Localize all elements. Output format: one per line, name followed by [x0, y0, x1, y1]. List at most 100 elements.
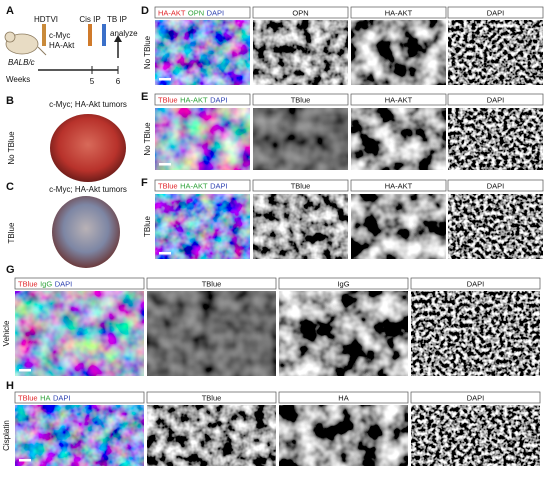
scale-bar: [159, 163, 171, 166]
channel-image: [351, 108, 446, 170]
header-part: TBlue: [158, 182, 178, 191]
row-label: Cisplatin: [2, 420, 11, 451]
row-label: No TBlue: [7, 131, 16, 165]
header-box: [252, 6, 349, 19]
header-box: [278, 277, 409, 290]
header-label: TBlue HA-AKT DAPI: [158, 96, 228, 105]
header-box: [350, 93, 447, 106]
header-box: [410, 391, 541, 404]
channel-image: [351, 20, 446, 85]
header-box: [410, 277, 541, 290]
tick-label: 6: [116, 77, 121, 86]
scale-bar: [159, 78, 171, 81]
panel-letter: A: [6, 5, 14, 17]
header-label: DAPI: [487, 182, 505, 191]
header-label: IgG: [337, 280, 349, 289]
channel-image: [279, 291, 408, 376]
channel-image: [253, 108, 348, 170]
header-label: TBlue HA DAPI: [18, 394, 71, 403]
header-part: DAPI: [55, 280, 73, 289]
header-box: [146, 391, 277, 404]
header-part: DAPI: [207, 9, 225, 18]
header-part: OPN: [188, 9, 204, 18]
header-label: HA-AKT: [385, 96, 413, 105]
channel-image: [253, 20, 348, 85]
header-box: [350, 179, 447, 192]
header-label: TBlue IgG DAPI: [18, 280, 72, 289]
scale-bar: [19, 369, 31, 372]
channel-image: [448, 108, 543, 170]
channel-image: [147, 405, 276, 466]
channel-image: [411, 405, 540, 466]
header-label: DAPI: [467, 280, 485, 289]
channel-image: [279, 405, 408, 466]
scale-bar: [159, 252, 171, 255]
header-box: [146, 277, 277, 290]
panel-letter: D: [141, 5, 149, 17]
header-part: HA-AKT: [158, 9, 186, 18]
label: HDTVI: [34, 15, 58, 24]
merge-image: [15, 405, 144, 466]
header-label: HA: [338, 394, 348, 403]
header-label: DAPI: [487, 9, 505, 18]
header-box: [252, 93, 349, 106]
schematic: [4, 24, 122, 74]
row-label: No TBlue: [143, 35, 152, 69]
header-part: TBlue: [18, 280, 38, 289]
header-box: [14, 391, 145, 404]
scale-bar: [19, 459, 31, 462]
panel-letter: H: [6, 380, 14, 392]
header-part: HA-AKT: [180, 182, 208, 191]
row-label: TBlue: [7, 222, 16, 243]
merge-image: [15, 291, 144, 376]
header-label: TBlue: [202, 394, 222, 403]
header-part: HA: [40, 394, 50, 403]
header-label: TBlue: [291, 182, 311, 191]
tumor-photo: [52, 196, 120, 268]
header-part: DAPI: [210, 96, 228, 105]
header-label: DAPI: [467, 394, 485, 403]
channel-image: [351, 194, 446, 259]
panel-title: c-Myc; HA-Akt tumors: [49, 100, 127, 109]
panel-letter: B: [6, 95, 14, 107]
label: TB IP: [107, 15, 127, 24]
header-box: [14, 277, 145, 290]
header-box: [447, 179, 544, 192]
header-label: DAPI: [487, 96, 505, 105]
header-part: HA-AKT: [180, 96, 208, 105]
row-label: TBlue: [143, 216, 152, 237]
header-label: HA-AKT OPN DAPI: [158, 9, 224, 18]
panel-letter: F: [141, 177, 148, 189]
tumor-photo: [50, 114, 126, 182]
header-box: [350, 6, 447, 19]
header-box: [154, 6, 251, 19]
header-label: HA-AKT: [385, 182, 413, 191]
header-box: [154, 179, 251, 192]
header-box: [278, 391, 409, 404]
label: c-Myc: [49, 31, 70, 40]
header-part: IgG: [40, 280, 52, 289]
panel-letter: G: [6, 264, 15, 276]
header-label: HA-AKT: [385, 9, 413, 18]
row-label: No TBlue: [143, 122, 152, 156]
label: Cis IP: [79, 15, 100, 24]
channel-image: [411, 291, 540, 376]
panel-letter: C: [6, 181, 14, 193]
label: BALB/c: [8, 58, 35, 67]
axis-label: Weeks: [6, 75, 30, 84]
merge-image: [155, 108, 250, 170]
merge-image: [155, 194, 250, 259]
tick-label: 5: [90, 77, 95, 86]
channel-image: [448, 20, 543, 85]
merge-image: [155, 20, 250, 85]
panel-title: c-Myc; HA-Akt tumors: [49, 185, 127, 194]
channel-image: [253, 194, 348, 259]
header-part: DAPI: [53, 394, 71, 403]
label: HA-Akt: [49, 41, 75, 50]
label: analyze: [110, 29, 138, 38]
header-part: TBlue: [158, 96, 178, 105]
header-part: DAPI: [210, 182, 228, 191]
panel-letter: E: [141, 91, 148, 103]
header-label: TBlue: [291, 96, 311, 105]
